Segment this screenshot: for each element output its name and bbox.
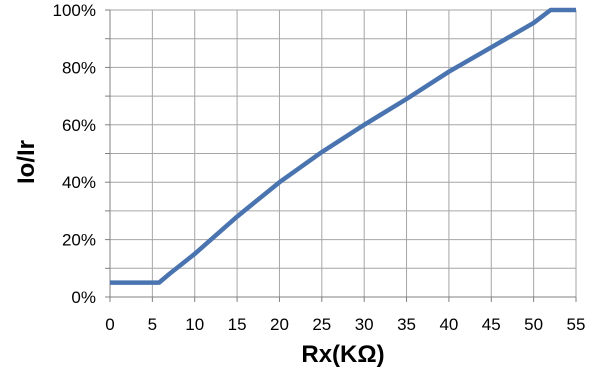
x-tick-label: 45	[482, 315, 501, 334]
grid	[110, 9, 577, 297]
x-tick-label: 5	[148, 315, 157, 334]
x-tick-label: 35	[397, 315, 416, 334]
x-axis-title: Rx(KΩ)	[301, 341, 384, 368]
y-tick-label: 40%	[62, 173, 96, 192]
x-tick-label: 0	[105, 315, 114, 334]
y-axis-title: Io/Ir	[13, 140, 40, 184]
series-line	[110, 7, 576, 285]
x-tick-label: 25	[312, 315, 331, 334]
x-tick-label: 30	[355, 315, 374, 334]
y-tick-label: 0%	[71, 288, 96, 307]
x-tick-label: 10	[185, 315, 204, 334]
y-tick-label: 100%	[53, 1, 96, 20]
y-tick-label: 20%	[62, 231, 96, 250]
x-tick-label: 40	[439, 315, 458, 334]
y-tick-label: 60%	[62, 116, 96, 135]
x-tick-label: 20	[270, 315, 289, 334]
x-tick-label: 55	[567, 315, 586, 334]
tick-labels: 0 5 10 15 20 25 30 35 40 45 50 55 0% 20% 40% 60% 80% 100%	[53, 1, 586, 334]
y-tick-label: 80%	[62, 58, 96, 77]
x-tick-label: 15	[228, 315, 247, 334]
series-layer	[110, 7, 576, 285]
axes	[105, 9, 577, 302]
x-tick-label: 50	[524, 315, 543, 334]
